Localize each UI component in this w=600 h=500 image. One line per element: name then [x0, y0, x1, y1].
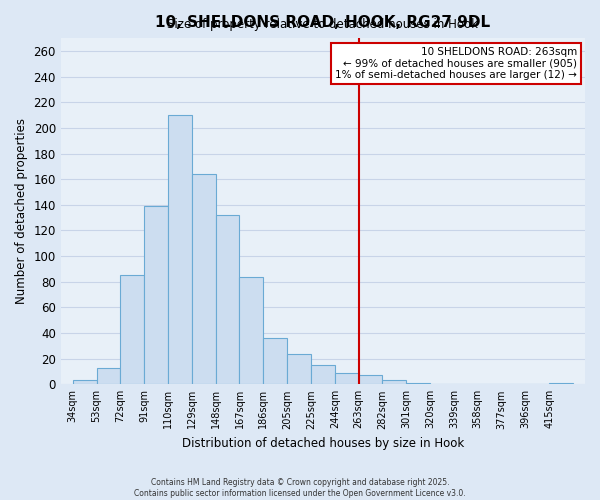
Bar	[144, 206, 168, 384]
Bar	[192, 174, 215, 384]
Bar	[382, 380, 406, 384]
Text: 10 SHELDONS ROAD: 263sqm
← 99% of detached houses are smaller (905)
1% of semi-d: 10 SHELDONS ROAD: 263sqm ← 99% of detach…	[335, 47, 577, 80]
Text: Size of property relative to detached houses in Hook: Size of property relative to detached ho…	[167, 18, 478, 31]
Bar	[311, 365, 335, 384]
Bar	[549, 383, 573, 384]
Title: 10, SHELDONS ROAD, HOOK, RG27 9DL: 10, SHELDONS ROAD, HOOK, RG27 9DL	[155, 15, 490, 30]
X-axis label: Distribution of detached houses by size in Hook: Distribution of detached houses by size …	[182, 437, 464, 450]
Bar	[97, 368, 121, 384]
Bar	[215, 215, 239, 384]
Bar	[121, 276, 144, 384]
Bar	[335, 373, 359, 384]
Bar	[73, 380, 97, 384]
Bar	[406, 383, 430, 384]
Bar	[263, 338, 287, 384]
Text: Contains HM Land Registry data © Crown copyright and database right 2025.
Contai: Contains HM Land Registry data © Crown c…	[134, 478, 466, 498]
Bar	[168, 115, 192, 384]
Bar	[287, 354, 311, 384]
Bar	[239, 276, 263, 384]
Bar	[359, 376, 382, 384]
Y-axis label: Number of detached properties: Number of detached properties	[15, 118, 28, 304]
